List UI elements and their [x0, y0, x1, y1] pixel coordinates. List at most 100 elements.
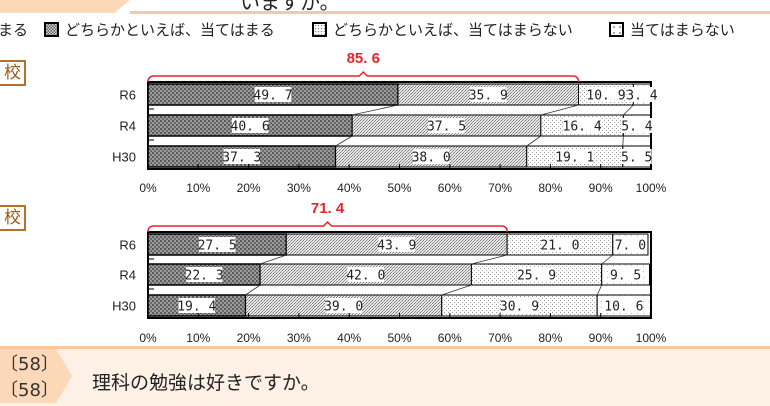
data-label-bg [615, 237, 646, 252]
annotation-total: 71. 4 [311, 200, 345, 217]
x-tick-label: 80% [538, 331, 562, 345]
x-tick-label: 50% [387, 331, 411, 345]
connector-line [596, 284, 603, 296]
category-label: R6 [119, 238, 136, 253]
data-label: 22. 3 [185, 269, 224, 284]
data-label-bg [412, 149, 450, 164]
x-tick-label: 40% [337, 181, 361, 195]
x-tick-label: 70% [488, 331, 512, 345]
data-label: 7. 0 [615, 239, 646, 254]
category-label: R4 [119, 268, 136, 283]
x-tick-label: 70% [488, 181, 512, 195]
annotation-bracket [147, 70, 580, 83]
data-label: 27. 5 [198, 239, 237, 254]
legend-item-agree: まる [0, 21, 29, 39]
question-number-tab [0, 349, 72, 403]
data-label-bg [518, 267, 555, 282]
data-label-bg [223, 149, 261, 164]
connector-line [622, 135, 624, 147]
data-label-bg [178, 298, 216, 313]
connector-line [352, 104, 399, 116]
data-label-bg [621, 118, 652, 133]
x-tick-label: 0% [139, 331, 157, 345]
data-label: 39. 0 [324, 300, 363, 315]
data-label-bg [231, 118, 269, 133]
question-number: 〔58〕 [0, 354, 59, 375]
question-number-tab [0, 0, 130, 13]
x-tick-label: 10% [186, 181, 210, 195]
section-label: 校 [0, 60, 26, 86]
data-label-bg [428, 118, 465, 133]
connector-line [441, 284, 472, 296]
category-label: R6 [119, 88, 136, 103]
x-tick-label: 30% [287, 181, 311, 195]
connector-line [335, 135, 353, 147]
next-question-band [0, 346, 770, 406]
x-tick-label: 50% [387, 181, 411, 195]
connector-line [526, 135, 542, 147]
x-tick-label: 100% [636, 181, 667, 195]
x-tick-label: 40% [337, 331, 361, 345]
x-tick-label: 90% [589, 331, 613, 345]
section-label: 校 [0, 205, 26, 231]
category-label: R4 [119, 119, 136, 134]
header-divider [130, 11, 770, 14]
data-label: 9. 5 [610, 269, 641, 284]
x-tick-label: 30% [287, 331, 311, 345]
data-label-bg [501, 298, 538, 313]
question-text: いますか。 [240, 0, 340, 14]
data-label: 19. 1 [555, 151, 594, 166]
x-tick-label: 60% [438, 331, 462, 345]
data-label: 3. 4 [626, 89, 657, 104]
next-question-text: 理科の勉強は好きですか。 [92, 372, 320, 394]
data-label-bg [378, 237, 415, 252]
data-label: 42. 0 [346, 269, 385, 284]
data-label-bg [325, 298, 362, 313]
data-label: 10. 9 [586, 89, 625, 104]
x-tick-label: 0% [139, 181, 157, 195]
connector-line [260, 254, 287, 265]
data-label: 37. 5 [427, 120, 466, 135]
data-label: 30. 9 [500, 300, 539, 315]
data-label: 16. 4 [563, 120, 602, 135]
data-label-bg [541, 237, 579, 252]
data-label-bg [605, 298, 643, 313]
data-label-bg [556, 149, 594, 164]
data-label-bg [626, 87, 657, 102]
connector-line [601, 254, 614, 265]
x-tick-label: 10% [186, 331, 210, 345]
x-tick-label: 80% [538, 181, 562, 195]
category-label: H30 [112, 150, 136, 165]
question-number: 〔58〕 [0, 380, 59, 401]
pattern-swatch [44, 22, 59, 37]
data-label: 40. 6 [231, 120, 270, 135]
data-label: 5. 4 [621, 120, 652, 135]
data-label-bg [347, 267, 385, 282]
data-label: 43. 9 [377, 239, 416, 254]
connector-line [540, 104, 579, 116]
data-label-bg [563, 118, 601, 133]
legend-item-somewhat-disagree: どちらかといえば、当てはまらない [312, 19, 573, 40]
data-label-bg [185, 267, 223, 282]
annotation-bracket [147, 220, 508, 233]
data-label-bg [470, 87, 507, 102]
data-label-bg [587, 87, 625, 102]
data-label: 49. 7 [253, 89, 292, 104]
connector-line [245, 284, 261, 296]
data-label: 21. 0 [540, 239, 579, 254]
x-tick-label: 100% [636, 331, 667, 345]
annotation-total: 85. 6 [347, 50, 380, 67]
data-label-bg [198, 237, 236, 252]
category-label: H30 [112, 299, 136, 314]
legend-item-disagree: 当てはまらない [609, 19, 735, 40]
x-tick-label: 90% [589, 181, 613, 195]
data-label: 5. 5 [621, 151, 652, 166]
data-label-bg [610, 267, 641, 282]
connector-line [623, 104, 634, 116]
data-label: 35. 9 [469, 89, 508, 104]
pattern-swatch [609, 22, 624, 37]
data-label-bg [621, 149, 652, 164]
data-label: 37. 3 [222, 151, 261, 166]
data-label-bg [254, 87, 292, 102]
